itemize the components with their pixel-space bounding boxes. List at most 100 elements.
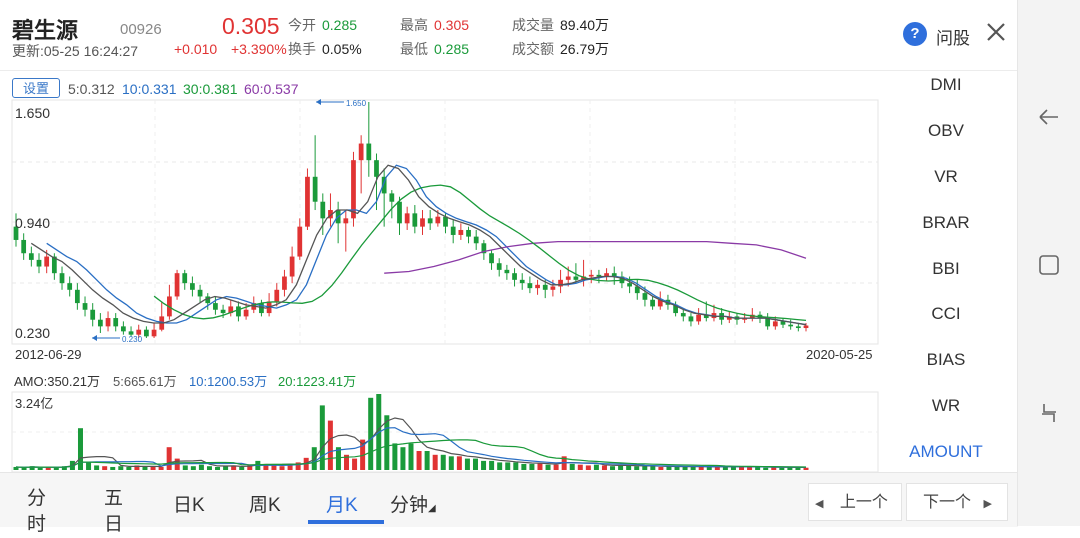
volume-bar xyxy=(698,466,704,470)
candle-body xyxy=(151,329,157,337)
x-axis-start: 2012-06-29 xyxy=(15,347,82,362)
prev-button[interactable]: ◀ 上一个 xyxy=(808,483,902,521)
candle-body xyxy=(611,273,617,277)
candle-body xyxy=(558,279,563,287)
candle-body xyxy=(412,213,418,227)
vol-ma10-label: 10:1200.53万 xyxy=(189,374,267,389)
volume-bar xyxy=(77,428,83,470)
candle-body xyxy=(197,289,203,297)
indicator-cci[interactable]: CCI xyxy=(931,304,961,323)
indicator-vr[interactable]: VR xyxy=(934,167,958,186)
volume-bar xyxy=(529,463,535,470)
volume-bar xyxy=(384,415,390,470)
volume-bar xyxy=(747,466,753,470)
high-stat: 最高 0.305 xyxy=(400,15,469,35)
indicator-dmi[interactable]: DMI xyxy=(930,75,962,94)
candle-body xyxy=(565,276,571,280)
volume-bar xyxy=(150,466,156,470)
volume-bar xyxy=(642,466,648,470)
volume-bar xyxy=(779,467,785,470)
indicator-bbi[interactable]: BBI xyxy=(932,259,960,278)
volume-bar xyxy=(448,456,454,470)
candle-body xyxy=(67,283,73,290)
volume-bar xyxy=(198,464,204,470)
candle-body xyxy=(105,318,111,327)
volume-bar xyxy=(110,466,116,470)
volume-bar xyxy=(45,466,51,470)
y-axis-bottom: 0.230 xyxy=(15,325,50,341)
indicator-brar[interactable]: BRAR xyxy=(922,213,970,232)
recent-apps-icon[interactable] xyxy=(1036,400,1062,426)
ma30-label: 30:0.381 xyxy=(183,81,238,97)
volume-bar xyxy=(658,466,664,470)
indicator-bias[interactable]: BIAS xyxy=(926,350,966,369)
volume-bar xyxy=(287,463,293,470)
stock-detail-panel: 碧生源 00926 更新:05-25 16:24:27 0.305 +0.010… xyxy=(0,0,1018,535)
settings-button[interactable]: 设置 xyxy=(12,78,60,98)
tab-week-k[interactable]: 周K xyxy=(249,495,281,516)
volume-bar xyxy=(610,466,616,470)
stock-name: 碧生源 xyxy=(12,18,79,43)
volume-bar xyxy=(730,466,736,470)
volume-bar xyxy=(763,467,769,470)
candle-body xyxy=(228,306,234,314)
candle-body xyxy=(305,176,310,227)
indicator-wr[interactable]: WR xyxy=(931,396,961,415)
candle-body xyxy=(772,321,778,327)
volume-bar xyxy=(142,466,148,470)
candle-body xyxy=(21,239,27,254)
volume-bar xyxy=(513,462,519,470)
volume-bar xyxy=(489,460,495,470)
amount-stat: 成交额 26.79万 xyxy=(512,39,609,59)
home-square-icon[interactable] xyxy=(1036,252,1062,278)
kline-chart[interactable]: 1.650 0.230 1.650 0.940 0.230 2012-06-29… xyxy=(0,0,1018,472)
indicator-amount[interactable]: AMOUNT xyxy=(909,442,983,461)
help-icon[interactable]: ? xyxy=(903,22,927,46)
candle-body xyxy=(596,274,602,277)
turnover-label: 换手 xyxy=(288,41,316,57)
tab-minute[interactable]: 分钟◢ xyxy=(390,490,436,517)
open-stat: 今开 0.285 xyxy=(288,15,357,35)
price-change: +0.010 xyxy=(174,41,218,57)
candle-body xyxy=(443,216,448,227)
volume-bar xyxy=(666,466,672,470)
volume-bar xyxy=(472,458,478,470)
back-arrow-icon[interactable] xyxy=(1036,104,1062,130)
next-button[interactable]: 下一个 ▶ xyxy=(906,483,1008,521)
volume-bar xyxy=(247,465,253,470)
candle-body xyxy=(657,299,663,307)
volume-bar xyxy=(497,462,503,470)
candle-body xyxy=(289,256,295,277)
volume-bar xyxy=(545,464,551,470)
tab-fenshi[interactable]: 分时 xyxy=(27,488,47,535)
volume-bar xyxy=(29,466,35,470)
y-axis-mid: 0.940 xyxy=(15,215,50,231)
volume-bar xyxy=(626,465,632,470)
tab-day-k[interactable]: 日K xyxy=(173,495,205,516)
volume-bar xyxy=(416,451,422,470)
candle-body xyxy=(489,253,494,264)
candle-body xyxy=(121,326,126,332)
candle-body xyxy=(320,201,326,219)
volume-bar xyxy=(392,443,398,470)
active-tab-indicator xyxy=(308,520,384,524)
tab-wuri[interactable]: 五日 xyxy=(104,488,124,535)
indicator-obv[interactable]: OBV xyxy=(928,121,964,140)
tab-month-k[interactable]: 月K xyxy=(326,495,358,516)
candle-body xyxy=(205,296,211,304)
candle-body xyxy=(496,263,502,270)
close-icon[interactable] xyxy=(984,20,1008,44)
ma5-line xyxy=(30,164,807,326)
volume-bar xyxy=(690,466,696,470)
high-value: 0.305 xyxy=(434,17,470,33)
volume-bar xyxy=(295,462,301,470)
volume-ma20-line xyxy=(15,439,807,468)
vol-ma5-label: 5:665.61万 xyxy=(113,374,177,389)
amo-label: AMO:350.21万 xyxy=(14,374,100,389)
volume-bar xyxy=(352,458,358,470)
candle-body xyxy=(650,299,655,307)
volume-bar xyxy=(674,466,680,470)
header-divider xyxy=(0,70,1018,71)
volume-bar xyxy=(481,460,487,470)
ask-stock-button[interactable]: 问股 xyxy=(936,29,970,48)
